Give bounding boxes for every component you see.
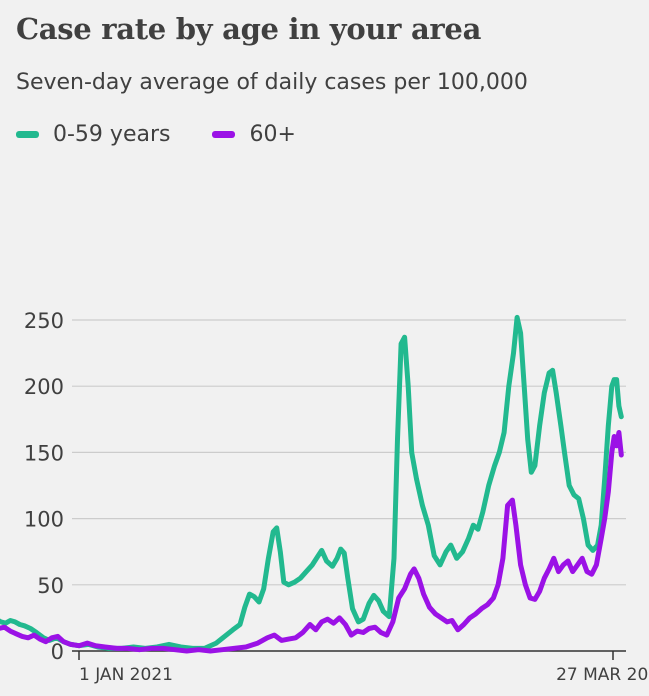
series-line-60-plus [0, 430, 624, 654]
chart-title: Case rate by age in your area [16, 12, 482, 46]
y-tick-label: 100 [24, 508, 64, 532]
y-tick-label: 250 [24, 309, 64, 333]
series-layer [0, 314, 624, 654]
x-tick-label: 27 MAR 2022 [556, 665, 649, 685]
axis-layer: 1 JAN 2021 27 MAR 2022 [78, 651, 649, 685]
chart-subtitle: Seven-day average of daily cases per 100… [16, 70, 528, 95]
y-tick-label: 50 [37, 574, 64, 598]
legend-item-60-plus: 60+ [212, 122, 296, 147]
legend: 0-59 years 60+ [16, 122, 338, 147]
y-tick-label: 150 [24, 441, 64, 465]
legend-item-0-59: 0-59 years [16, 122, 170, 147]
x-tick-label: 1 JAN 2021 [79, 665, 173, 685]
legend-label-0-59: 0-59 years [53, 122, 171, 147]
legend-swatch-60-plus [212, 131, 236, 138]
legend-swatch-0-59 [16, 131, 39, 138]
y-tick-label: 0 [51, 640, 64, 664]
y-tick-label: 200 [24, 375, 64, 399]
legend-label-60-plus: 60+ [249, 122, 296, 147]
grid-layer: 0 50 100 150 200 250 [24, 309, 626, 664]
